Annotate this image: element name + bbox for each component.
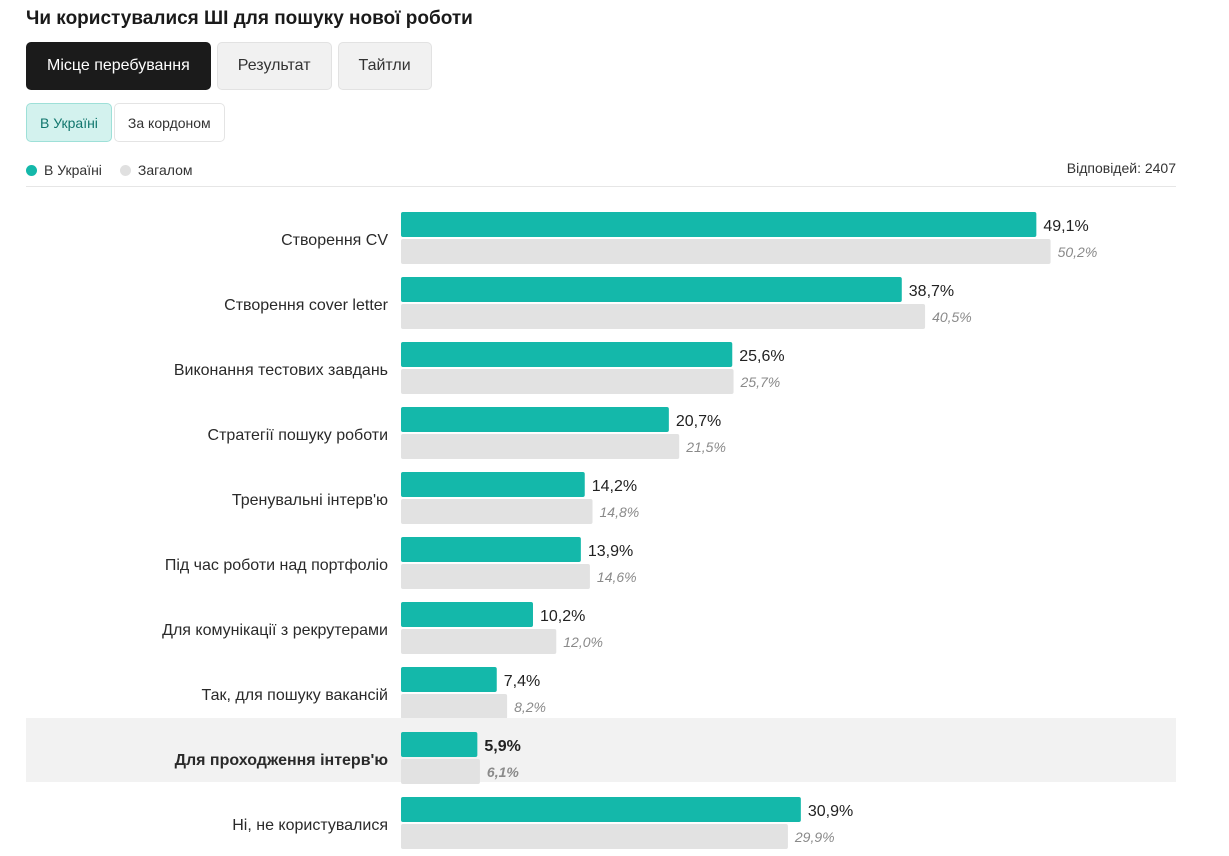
value-label-ukraine: 13,9% <box>588 543 633 560</box>
subtab-abroad[interactable]: За кордоном <box>113 103 225 142</box>
value-label-ukraine: 49,1% <box>1043 218 1088 235</box>
value-label-ukraine: 20,7% <box>676 413 721 430</box>
category-label: Ні, не користувалися <box>232 817 388 834</box>
value-label-ukraine: 38,7% <box>909 283 954 300</box>
bar-overall <box>401 824 788 849</box>
value-label-ukraine: 25,6% <box>739 348 784 365</box>
value-label-ukraine: 30,9% <box>808 803 853 820</box>
bar-ukraine <box>401 342 733 367</box>
value-label-overall: 29,9% <box>794 829 835 845</box>
value-label-ukraine: 7,4% <box>504 673 540 690</box>
category-label: Створення cover letter <box>224 297 388 314</box>
value-label-ukraine: 10,2% <box>540 608 585 625</box>
value-label-ukraine: 14,2% <box>592 478 637 495</box>
tab-location[interactable]: Місце перебування <box>26 42 211 90</box>
bar-ukraine <box>401 472 585 497</box>
subtab-bar: В Україні За кордоном <box>26 103 225 142</box>
value-label-overall: 50,2% <box>1058 244 1098 260</box>
bar-overall <box>401 694 508 719</box>
value-label-overall: 8,2% <box>514 699 546 715</box>
value-label-overall: 21,5% <box>685 439 726 455</box>
tab-bar: Місце перебування Результат Тайтли <box>26 42 432 90</box>
value-label-overall: 14,8% <box>600 504 640 520</box>
category-label: Так, для пошуку вакансій <box>202 687 388 704</box>
tab-result[interactable]: Результат <box>216 42 332 90</box>
bar-ukraine <box>401 732 478 757</box>
bar-ukraine <box>401 277 902 302</box>
legend-item-overall: Загалом <box>119 162 193 178</box>
legend-divider <box>26 186 1176 187</box>
bar-ukraine <box>401 797 801 822</box>
category-label: Тренувальні інтерв'ю <box>232 492 388 509</box>
value-label-ukraine: 5,9% <box>484 738 520 755</box>
value-label-overall: 6,1% <box>487 764 519 780</box>
bar-overall <box>401 629 557 654</box>
bar-overall <box>401 239 1051 264</box>
legend-label-overall: Загалом <box>137 162 193 178</box>
legend-dot-ukraine <box>26 164 37 176</box>
bar-ukraine <box>401 407 669 432</box>
bar-overall <box>401 304 926 329</box>
chart-title: Чи користувалися ШІ для пошуку нової роб… <box>26 8 473 29</box>
bar-ukraine <box>401 212 1037 237</box>
value-label-overall: 40,5% <box>932 309 972 325</box>
legend-dot-overall <box>119 164 131 176</box>
tab-titles[interactable]: Тайтли <box>337 42 432 90</box>
value-label-overall: 14,6% <box>597 569 637 585</box>
subtab-ukraine[interactable]: В Україні <box>26 103 112 142</box>
legend-item-ukraine: В Україні <box>26 162 102 178</box>
category-label: Стратегії пошуку роботи <box>208 427 388 444</box>
bar-overall <box>401 369 734 394</box>
highlighted-row-bg <box>26 718 1176 782</box>
category-label: Для проходження інтерв'ю <box>175 752 389 769</box>
category-label: Під час роботи над портфоліо <box>165 557 388 574</box>
bar-overall <box>401 434 680 459</box>
bar-ukraine <box>401 602 533 627</box>
chart-legend: В Україні Загалом <box>26 160 193 180</box>
bar-overall <box>401 759 480 784</box>
value-label-overall: 12,0% <box>563 634 603 650</box>
value-label-overall: 25,7% <box>740 374 781 390</box>
category-label: Для комунікації з рекрутерами <box>162 622 388 639</box>
bar-overall <box>401 499 593 524</box>
category-label: Створення CV <box>281 232 388 249</box>
bar-overall <box>401 564 590 589</box>
bar-ukraine <box>401 667 497 692</box>
legend-label-ukraine: В Україні <box>44 162 102 178</box>
bar-ukraine <box>401 537 581 562</box>
responses-count: Відповідей: 2407 <box>1066 160 1176 176</box>
category-label: Виконання тестових завдань <box>174 362 388 379</box>
